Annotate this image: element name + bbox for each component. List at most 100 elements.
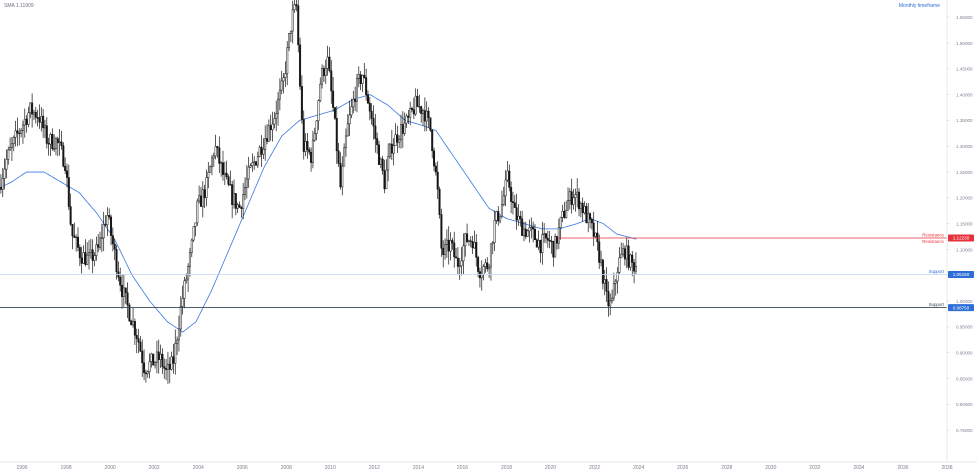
- candle-down: [363, 74, 366, 78]
- candle-down: [152, 353, 155, 366]
- candle-down: [157, 351, 160, 360]
- candle-up: [148, 361, 151, 372]
- candle-up: [313, 133, 316, 141]
- candle-up: [154, 362, 157, 366]
- candle-up: [493, 220, 496, 243]
- candle-up: [293, 4, 296, 11]
- candle-up: [207, 171, 210, 178]
- candle-up: [181, 298, 184, 307]
- price-badge-text: 0.98750: [953, 305, 970, 310]
- candle-down: [31, 102, 34, 115]
- candle-down: [434, 165, 437, 173]
- candle-down: [416, 95, 419, 107]
- candle-down: [62, 145, 65, 167]
- price-axis[interactable]: 0.75000 0.80000 0.85000 0.90000 0.95000 1.000…: [947, 15, 973, 433]
- candle-down: [366, 94, 369, 104]
- candle-down: [592, 222, 595, 237]
- candle-up: [9, 147, 12, 151]
- candle-up: [291, 9, 294, 32]
- candle-up: [341, 165, 344, 188]
- y-tick-label: 0.75000: [956, 428, 973, 433]
- price-badge-text: 1.12230: [953, 236, 970, 241]
- candle-up: [321, 68, 324, 85]
- candle-up: [190, 239, 193, 253]
- x-tick-label: 2016: [457, 465, 468, 471]
- candle-up: [40, 115, 43, 123]
- candle-down: [455, 256, 458, 259]
- candle-up: [561, 210, 564, 218]
- candle-down: [269, 125, 272, 131]
- candle-up: [554, 236, 557, 258]
- candle-down: [365, 77, 368, 95]
- candle-up: [352, 98, 355, 108]
- price-badges: 1.12230 1.05160 0.98750: [948, 234, 974, 312]
- candle-down: [34, 111, 37, 118]
- candle-up: [489, 243, 492, 268]
- candle-down: [469, 240, 472, 242]
- candle-down: [38, 117, 41, 123]
- candle-up: [99, 237, 102, 248]
- x-tick-label: 2004: [193, 465, 204, 471]
- candle-down: [376, 138, 379, 146]
- candle-up: [557, 227, 560, 244]
- candle-down: [333, 107, 336, 119]
- candle-down: [598, 241, 601, 263]
- candle-down: [260, 146, 263, 155]
- candle-down: [64, 166, 67, 171]
- candle-up: [286, 47, 289, 74]
- x-tick-label: 2032: [809, 465, 820, 471]
- candle-up: [444, 244, 447, 255]
- candle-up: [122, 287, 125, 297]
- y-tick-label: 1.00000: [956, 299, 973, 304]
- candle-down: [508, 170, 511, 188]
- candle-down: [165, 368, 168, 370]
- candle-down: [381, 158, 384, 172]
- candle-up: [100, 237, 103, 239]
- candle-up: [43, 125, 46, 129]
- candle-down: [121, 284, 124, 297]
- candle-up: [355, 78, 358, 102]
- candle-down: [532, 226, 535, 230]
- candle-up: [315, 120, 318, 134]
- candle-down: [578, 191, 581, 210]
- candle-down: [225, 172, 228, 177]
- candle-up: [445, 239, 448, 245]
- candle-up: [280, 80, 283, 91]
- candle-up: [177, 328, 180, 341]
- candle-up: [537, 240, 540, 248]
- candle-up: [572, 197, 575, 205]
- candle-up: [530, 226, 533, 229]
- candle-down: [297, 5, 300, 46]
- candle-down: [556, 236, 559, 244]
- candle-up: [398, 139, 401, 143]
- candle-up: [304, 141, 307, 152]
- candle-up: [249, 165, 252, 168]
- candle-down: [143, 362, 146, 374]
- candle-up: [88, 252, 91, 256]
- candle-up: [192, 226, 195, 241]
- candle-up: [361, 74, 364, 84]
- candle-up: [528, 227, 531, 232]
- candle-up: [247, 166, 250, 180]
- candle-up: [262, 149, 265, 155]
- candle-down: [633, 262, 636, 272]
- candle-down: [221, 162, 224, 175]
- chart-title: SMA 1.11909: [4, 3, 34, 9]
- candle-down: [91, 249, 94, 261]
- candle-down: [427, 110, 430, 118]
- candle-down: [475, 242, 478, 258]
- candle-down: [511, 201, 514, 203]
- candle-up: [350, 106, 353, 116]
- candle-up: [12, 136, 15, 145]
- candle-down: [607, 291, 610, 307]
- candle-up: [409, 107, 412, 118]
- candle-up: [348, 114, 351, 125]
- level-label-support: Support: [929, 302, 945, 307]
- time-axis[interactable]: 1996 1998 2000 2002 2004 2006 2008 2010 2012 2014…: [16, 465, 952, 471]
- candle-down: [56, 138, 59, 144]
- candle-down: [585, 206, 588, 223]
- candle-down: [438, 188, 441, 215]
- candle-down: [407, 115, 410, 118]
